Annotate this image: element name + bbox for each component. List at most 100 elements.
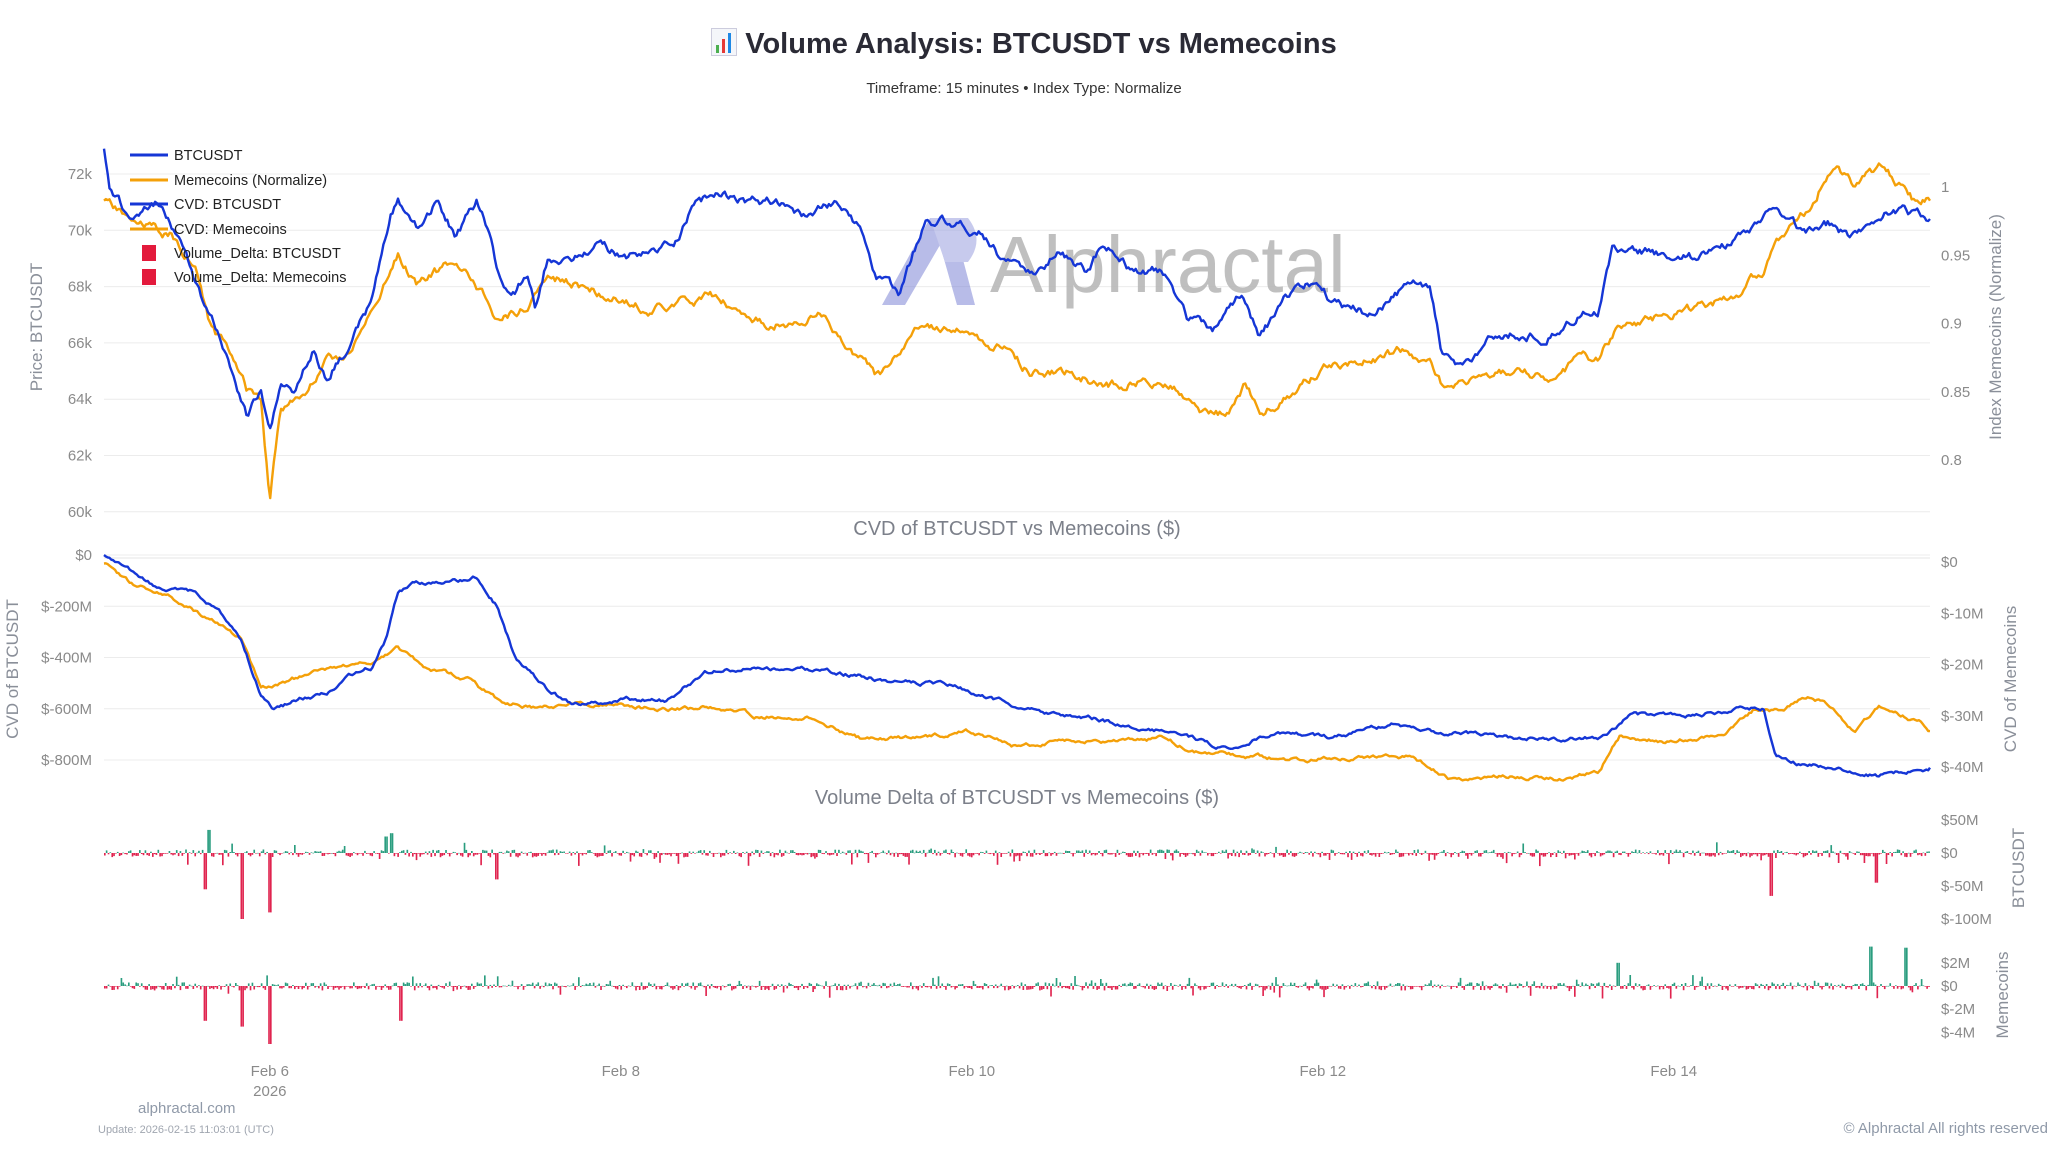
volume-delta-bar-memecoins — [777, 984, 779, 986]
legend-item-cvd-memecoins[interactable]: CVD: Memecoins — [130, 222, 287, 238]
volume-delta-bar-memecoins — [1420, 986, 1423, 991]
volume-delta-bar-memecoins — [1457, 982, 1460, 986]
volume-delta-bar-btcusdt — [284, 851, 287, 853]
volume-delta-bar-memecoins — [266, 975, 268, 986]
volume-delta-bar-memecoins — [423, 985, 425, 986]
volume-delta-bar-memecoins — [1096, 986, 1098, 990]
volume-delta-bar-memecoins — [993, 986, 995, 989]
volume-delta-bar-memecoins — [1232, 986, 1235, 987]
volume-delta-bar-memecoins — [646, 986, 648, 988]
volume-delta-bar-memecoins — [386, 986, 388, 988]
y-tick-cvd-meme: $-10M — [1941, 605, 1984, 622]
volume-delta-bar-memecoins — [1524, 986, 1526, 987]
volume-delta-bar-memecoins — [854, 983, 857, 986]
volume-delta-bar-memecoins — [978, 986, 980, 988]
legend-item-volume-delta-btcusdt[interactable]: Volume_Delta: BTCUSDT — [142, 245, 341, 262]
volume-delta-bar-memecoins — [1382, 986, 1384, 987]
volume-delta-bar-btcusdt — [607, 850, 610, 853]
volume-delta-bar-memecoins — [1688, 986, 1691, 987]
volume-delta-bar-btcusdt — [1361, 853, 1364, 857]
volume-delta-bar-btcusdt — [1118, 853, 1121, 855]
volume-delta-bar-memecoins — [860, 981, 862, 986]
volume-delta-bar-btcusdt — [1474, 850, 1477, 853]
volume-delta-bar-memecoins — [1171, 986, 1174, 990]
volume-delta-bar-memecoins — [570, 985, 573, 987]
legend-item-memecoins[interactable]: Memecoins (Normalize) — [130, 173, 327, 189]
volume-delta-bar-btcusdt — [1804, 853, 1807, 857]
legend-item-volume-delta-memecoins[interactable]: Volume_Delta: Memecoins — [142, 269, 346, 286]
volume-delta-bar-btcusdt — [603, 845, 606, 853]
volume-delta-bar-btcusdt — [460, 853, 462, 856]
volume-delta-bar-memecoins — [118, 986, 121, 987]
volume-delta-bar-btcusdt — [1432, 853, 1434, 855]
volume-delta-bar-btcusdt — [1046, 853, 1049, 857]
volume-delta-bar-btcusdt — [1653, 853, 1655, 854]
volume-delta-bar-btcusdt — [1826, 850, 1829, 853]
volume-delta-bar-memecoins — [1745, 986, 1748, 990]
volume-delta-bar-memecoins — [956, 986, 958, 988]
volume-delta-bar-memecoins — [288, 986, 291, 989]
volume-delta-bar-memecoins — [1063, 986, 1065, 988]
volume-delta-bar-memecoins — [1337, 986, 1340, 989]
volume-delta-bar-memecoins — [782, 986, 785, 993]
volume-delta-bar-memecoins — [694, 986, 696, 990]
volume-delta-bar-memecoins — [1039, 986, 1041, 991]
volume-delta-bar-btcusdt — [1041, 853, 1043, 854]
legend: BTCUSDT Memecoins (Normalize) CVD: BTCUS… — [130, 148, 346, 286]
volume-delta-bar-memecoins — [967, 986, 969, 988]
volume-panel-title: Volume Delta of BTCUSDT vs Memecoins ($) — [815, 787, 1219, 809]
volume-delta-bar-btcusdt — [375, 853, 377, 854]
footer-copyright: © Alphractal All rights reserved — [1843, 1120, 2048, 1137]
volume-delta-bar-memecoins — [1317, 982, 1320, 986]
volume-delta-bar-memecoins — [1278, 986, 1281, 998]
volume-delta-bar-memecoins — [626, 986, 628, 989]
volume-delta-bar-btcusdt — [120, 853, 123, 856]
volume-delta-bar-memecoins — [140, 983, 143, 986]
volume-delta-bar-btcusdt — [1231, 853, 1233, 856]
volume-delta-bar-memecoins — [308, 986, 311, 987]
volume-delta-bar-memecoins — [1588, 986, 1591, 990]
volume-delta-bar-btcusdt — [271, 853, 274, 857]
volume-delta-bar-memecoins — [1651, 986, 1654, 987]
volume-delta-bar-memecoins — [1409, 986, 1412, 990]
volume-delta-bar-btcusdt — [1714, 853, 1716, 857]
volume-delta-bar-btcusdt — [373, 851, 375, 853]
volume-delta-bar-btcusdt — [1197, 851, 1200, 853]
volume-delta-bar-btcusdt — [253, 849, 256, 853]
volume-delta-bar-btcusdt — [292, 853, 294, 856]
volume-delta-bar-btcusdt — [144, 850, 147, 853]
volume-delta-bar-memecoins — [1046, 986, 1049, 990]
volume-delta-bar-memecoins — [1315, 979, 1318, 986]
volume-delta-bar-memecoins — [688, 986, 691, 987]
volume-delta-bar-memecoins — [1920, 979, 1923, 986]
volume-delta-bar-btcusdt — [275, 850, 278, 853]
volume-delta-bar-btcusdt — [1258, 853, 1261, 857]
volume-delta-bar-btcusdt — [306, 852, 309, 853]
volume-delta-bar-btcusdt — [1033, 849, 1036, 853]
volume-delta-bar-memecoins — [1776, 984, 1779, 986]
legend-item-cvd-btcusdt[interactable]: CVD: BTCUSDT — [130, 197, 281, 213]
volume-delta-bar-memecoins — [1251, 986, 1253, 990]
volume-delta-bar-btcusdt — [341, 849, 344, 853]
volume-delta-bar-memecoins — [579, 986, 582, 988]
volume-delta-bar-memecoins — [1428, 983, 1430, 986]
volume-delta-bar-btcusdt — [1170, 853, 1172, 856]
volume-delta-bar-memecoins — [1503, 986, 1506, 988]
volume-delta-bar-btcusdt — [1636, 852, 1639, 854]
volume-delta-bar-btcusdt — [574, 853, 576, 855]
volume-delta-bar-memecoins — [1642, 986, 1644, 991]
volume-delta-bar-memecoins — [1120, 986, 1122, 987]
volume-delta-bar-btcusdt — [1306, 852, 1309, 853]
volume-delta-bar-btcusdt — [605, 853, 608, 854]
volume-delta-bar-btcusdt — [1557, 850, 1560, 853]
volume-delta-bar-btcusdt — [1500, 853, 1502, 858]
footer-site-link[interactable]: alphractal.com — [138, 1100, 236, 1117]
volume-delta-bar-btcusdt — [155, 853, 158, 855]
volume-delta-bar-memecoins — [736, 984, 739, 986]
volume-delta-bar-memecoins — [192, 986, 195, 989]
volume-delta-bar-memecoins — [1531, 984, 1534, 986]
legend-item-btcusdt[interactable]: BTCUSDT — [130, 148, 243, 164]
volume-delta-bar-btcusdt — [1581, 850, 1584, 853]
volume-delta-bar-btcusdt — [921, 852, 923, 854]
volume-delta-bar-btcusdt — [976, 853, 979, 854]
